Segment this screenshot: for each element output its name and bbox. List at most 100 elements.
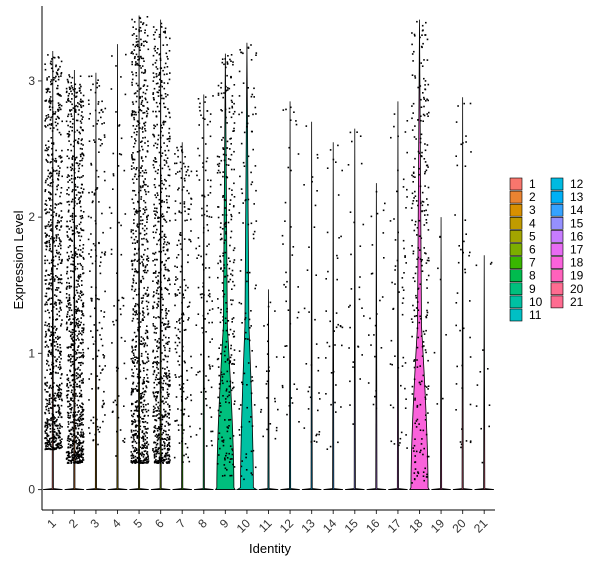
point <box>419 137 422 140</box>
point <box>180 265 183 268</box>
point <box>50 419 52 422</box>
point <box>184 165 186 168</box>
point <box>69 408 71 410</box>
point <box>464 165 467 167</box>
point <box>274 397 276 400</box>
point <box>224 458 226 461</box>
point <box>52 264 54 267</box>
point <box>209 192 212 194</box>
point <box>80 453 83 456</box>
point <box>44 430 46 433</box>
point <box>135 35 138 37</box>
point <box>145 79 147 82</box>
point <box>131 154 133 156</box>
point <box>44 384 47 386</box>
point <box>158 435 160 437</box>
point <box>44 118 47 120</box>
point <box>470 151 472 153</box>
point <box>66 166 69 169</box>
point <box>164 328 167 331</box>
point <box>317 409 319 412</box>
point <box>164 454 167 457</box>
point <box>79 386 81 389</box>
point <box>138 29 140 31</box>
point <box>59 414 61 416</box>
point <box>141 275 144 278</box>
point <box>152 366 154 368</box>
point <box>226 63 229 65</box>
point <box>75 453 78 455</box>
point <box>120 137 123 140</box>
point <box>53 341 55 343</box>
point <box>74 109 77 111</box>
point <box>70 321 72 324</box>
point <box>266 428 268 431</box>
point <box>95 286 97 289</box>
point <box>406 188 408 191</box>
point <box>70 285 73 288</box>
point <box>469 102 472 105</box>
point <box>188 238 190 241</box>
point <box>79 449 81 451</box>
point <box>97 349 100 352</box>
point <box>247 47 250 49</box>
point <box>67 311 69 313</box>
point <box>147 427 149 430</box>
point <box>135 346 137 348</box>
point <box>162 246 165 249</box>
point <box>221 238 223 240</box>
point <box>163 121 165 124</box>
point <box>73 397 76 399</box>
point <box>96 329 99 332</box>
point <box>147 312 150 315</box>
point <box>225 233 227 235</box>
point <box>255 54 257 56</box>
point <box>152 305 154 308</box>
violin-3 <box>86 72 106 490</box>
point <box>266 353 269 355</box>
point <box>49 119 52 121</box>
point <box>135 282 137 284</box>
point <box>168 448 171 450</box>
point <box>228 267 231 270</box>
point <box>137 111 140 113</box>
point <box>399 442 401 444</box>
point <box>143 393 146 396</box>
point <box>243 165 246 167</box>
point <box>197 147 199 150</box>
point <box>90 297 92 300</box>
point <box>70 439 72 442</box>
point <box>155 461 157 463</box>
point <box>162 44 165 46</box>
point <box>48 387 50 389</box>
point <box>82 229 85 232</box>
point <box>88 399 90 401</box>
point <box>81 428 83 431</box>
point <box>217 298 219 300</box>
point <box>224 58 226 60</box>
point <box>163 379 165 382</box>
point <box>78 330 80 333</box>
point <box>56 276 59 278</box>
point <box>144 69 146 71</box>
point <box>80 195 82 198</box>
point <box>135 168 137 171</box>
point <box>250 392 253 395</box>
point <box>159 446 162 448</box>
point <box>427 204 429 206</box>
point <box>226 176 229 179</box>
point <box>413 450 415 452</box>
point <box>144 124 146 127</box>
point <box>78 380 81 383</box>
point <box>157 169 159 171</box>
point <box>163 218 165 220</box>
point <box>67 377 70 380</box>
point <box>54 371 57 374</box>
point <box>72 415 75 418</box>
point <box>74 316 76 319</box>
point <box>401 313 404 316</box>
point <box>143 79 146 82</box>
point <box>69 238 72 241</box>
point <box>61 258 63 261</box>
point <box>45 391 48 393</box>
